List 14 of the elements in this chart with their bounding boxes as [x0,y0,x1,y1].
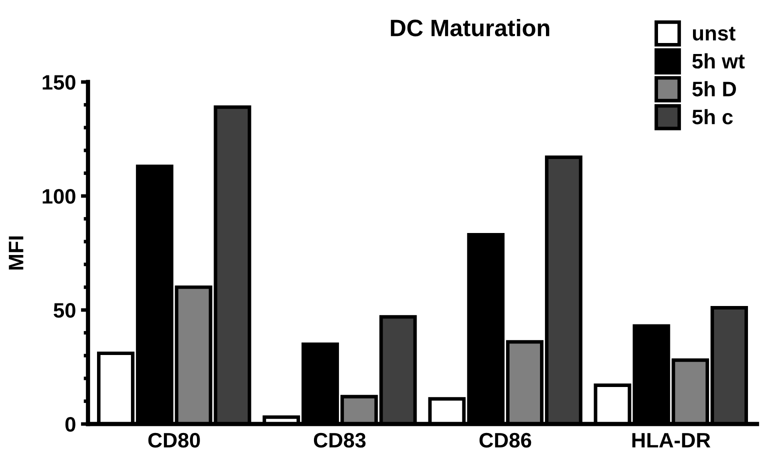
legend-label: 5h D [692,81,736,96]
legend-label: 5h c [692,109,733,124]
y-axis-title: MFI [8,236,24,270]
y-tick-label: 150 [42,75,76,90]
y-tick-label: 0 [65,417,76,432]
legend-label: unst [692,26,736,41]
y-tick-label: 100 [42,189,76,204]
chart-title: DC Maturation [390,18,550,36]
x-tick-label: CD80 [148,432,200,448]
x-tick-label: HLA-DR [632,433,710,448]
x-tick-label: CD83 [314,432,366,448]
x-tick-label: CD86 [480,432,532,448]
y-tick-label: 50 [54,303,76,318]
legend-label: 5h wt [692,53,745,69]
